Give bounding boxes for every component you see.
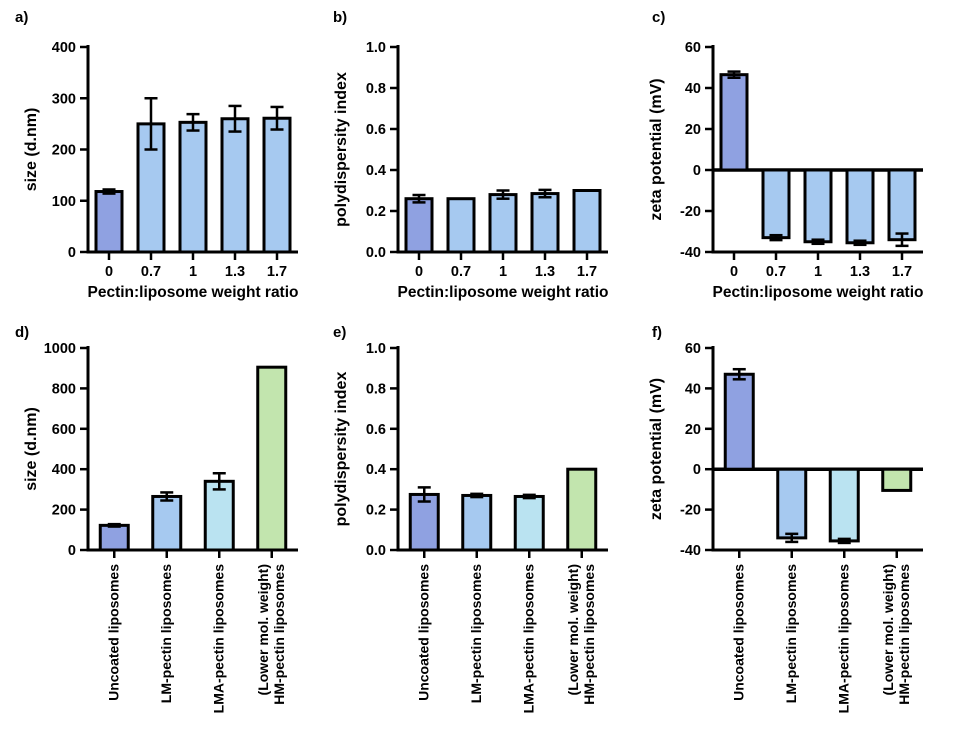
- panel-label-a: a): [15, 9, 29, 26]
- svg-text:zeta potential (mV): zeta potential (mV): [648, 78, 665, 220]
- svg-text:1.7: 1.7: [892, 264, 912, 280]
- svg-text:LMA-pectin liposomes: LMA-pectin liposomes: [210, 564, 226, 714]
- svg-text:zeta potential (mV): zeta potential (mV): [648, 378, 665, 520]
- svg-text:0: 0: [105, 264, 113, 280]
- svg-text:LMA-pectin liposomes: LMA-pectin liposomes: [835, 564, 851, 714]
- svg-text:0.7: 0.7: [766, 264, 786, 280]
- svg-text:1.0: 1.0: [366, 341, 386, 357]
- svg-text:300: 300: [52, 91, 76, 107]
- svg-text:0.8: 0.8: [366, 381, 386, 397]
- svg-text:20: 20: [685, 122, 701, 138]
- svg-text:1: 1: [499, 264, 507, 280]
- panel-b: b) 0.0 0.2 0.4 0.6 0.8 1.0 0 0.7 1 1.3 1.7 Pectin:l…: [318, 0, 637, 315]
- svg-text:0.4: 0.4: [366, 462, 386, 478]
- panel-label-c: c): [652, 9, 666, 26]
- svg-text:HM-pectin liposomes: HM-pectin liposomes: [896, 564, 912, 705]
- svg-text:LM-pectin liposomes: LM-pectin liposomes: [158, 564, 174, 703]
- svg-text:0.6: 0.6: [366, 122, 386, 138]
- svg-text:1.7: 1.7: [577, 264, 597, 280]
- svg-text:1: 1: [814, 264, 822, 280]
- svg-text:0.2: 0.2: [366, 204, 386, 220]
- svg-text:(Lower mol. weight): (Lower mol. weight): [255, 564, 271, 695]
- panel-label-b: b): [333, 9, 348, 26]
- svg-text:0: 0: [693, 163, 701, 179]
- svg-text:800: 800: [52, 381, 76, 397]
- svg-text:40: 40: [685, 381, 701, 397]
- svg-text:0: 0: [68, 543, 76, 559]
- svg-text:400: 400: [52, 40, 76, 56]
- svg-text:600: 600: [52, 422, 76, 438]
- svg-text:Pectin:liposome weight ratio: Pectin:liposome weight ratio: [713, 284, 924, 301]
- chart-size-vs-liposome-type: 0 200 400 600 800 1000 Uncoated liposomes LM-pe…: [23, 341, 298, 714]
- svg-text:size (d.nm): size (d.nm): [23, 108, 40, 192]
- chart-size-vs-ratio: 0 100 200 300 400 0 0.7 1 1.3 1.7 Pectin:liposome …: [23, 40, 299, 301]
- svg-text:1.3: 1.3: [535, 264, 555, 280]
- svg-text:LMA-pectin liposomes: LMA-pectin liposomes: [520, 564, 536, 714]
- svg-text:60: 60: [685, 341, 701, 357]
- svg-text:0.4: 0.4: [366, 163, 386, 179]
- svg-text:0: 0: [693, 462, 701, 478]
- svg-text:400: 400: [52, 462, 76, 478]
- svg-text:0: 0: [415, 264, 423, 280]
- svg-text:0: 0: [730, 264, 738, 280]
- svg-text:0.0: 0.0: [366, 245, 386, 261]
- svg-text:100: 100: [52, 194, 76, 210]
- panel-label-d: d): [15, 324, 30, 341]
- chart-pdi-vs-ratio: 0.0 0.2 0.4 0.6 0.8 1.0 0 0.7 1 1.3 1.7 Pectin:lipo…: [333, 40, 609, 301]
- svg-text:-40: -40: [680, 543, 701, 559]
- svg-text:0.0: 0.0: [366, 543, 386, 559]
- panel-d: d) 0 200 400 600 800 1000 Uncoated liposomes LM…: [0, 315, 318, 735]
- svg-text:(Lower mol. weight): (Lower mol. weight): [880, 564, 896, 695]
- svg-text:40: 40: [685, 81, 701, 97]
- svg-text:0.2: 0.2: [366, 503, 386, 519]
- svg-text:200: 200: [52, 503, 76, 519]
- chart-zeta-vs-ratio: -40 -20 0 20 40 60 0 0.7 1 1.3 1.7 Pectin:liposome …: [648, 40, 924, 301]
- svg-text:1.0: 1.0: [366, 40, 386, 56]
- panel-label-f: f): [652, 324, 662, 341]
- svg-text:LM-pectin liposomes: LM-pectin liposomes: [468, 564, 484, 703]
- svg-text:size (d.nm): size (d.nm): [23, 407, 40, 491]
- panel-c: c) -40 -20 0 20 40 60 0 0.7 1 1.3 1.7 Pectin:liposo…: [637, 0, 955, 315]
- panel-a: a) 0 100 200 300 400 0 0.7 1 1.3 1.7 Pectin:liposo…: [0, 0, 318, 315]
- svg-text:1: 1: [189, 264, 197, 280]
- svg-text:HM-pectin liposomes: HM-pectin liposomes: [271, 564, 287, 705]
- panel-label-e: e): [333, 324, 347, 341]
- svg-text:LM-pectin liposomes: LM-pectin liposomes: [783, 564, 799, 703]
- svg-text:-40: -40: [680, 245, 701, 261]
- svg-text:200: 200: [52, 143, 76, 159]
- svg-text:1000: 1000: [44, 341, 76, 357]
- chart-pdi-vs-liposome-type: 0.0 0.2 0.4 0.6 0.8 1.0 Uncoated liposomes LM-p…: [333, 341, 608, 714]
- svg-text:-20: -20: [680, 503, 701, 519]
- svg-text:Uncoated liposomes: Uncoated liposomes: [730, 564, 746, 701]
- svg-text:1.3: 1.3: [225, 264, 245, 280]
- panel-e: e) 0.0 0.2 0.4 0.6 0.8 1.0 Uncoated liposomes L…: [318, 315, 637, 735]
- svg-text:60: 60: [685, 40, 701, 56]
- svg-text:polydispersity index: polydispersity index: [333, 372, 350, 527]
- svg-text:1.7: 1.7: [267, 264, 287, 280]
- svg-text:Pectin:liposome weight ratio: Pectin:liposome weight ratio: [398, 284, 609, 301]
- svg-text:HM-pectin liposomes: HM-pectin liposomes: [581, 564, 597, 705]
- svg-text:0.7: 0.7: [141, 264, 161, 280]
- svg-text:polydispersity index: polydispersity index: [333, 72, 350, 227]
- svg-text:0.6: 0.6: [366, 422, 386, 438]
- chart-zeta-vs-liposome-type: -40 -20 0 20 40 60 Uncoated liposomes LM-pectin…: [648, 341, 923, 714]
- svg-text:20: 20: [685, 422, 701, 438]
- svg-text:Pectin:liposome weight ratio: Pectin:liposome weight ratio: [88, 284, 299, 301]
- svg-text:Uncoated liposomes: Uncoated liposomes: [105, 564, 121, 701]
- svg-text:0: 0: [68, 245, 76, 261]
- svg-text:Uncoated liposomes: Uncoated liposomes: [415, 564, 431, 701]
- svg-text:0.8: 0.8: [366, 81, 386, 97]
- svg-text:(Lower mol. weight): (Lower mol. weight): [565, 564, 581, 695]
- svg-text:1.3: 1.3: [850, 264, 870, 280]
- svg-text:0.7: 0.7: [451, 264, 471, 280]
- panel-f: f) -40 -20 0 20 40 60 Uncoated liposomes LM-pec…: [637, 315, 955, 735]
- svg-text:-20: -20: [680, 204, 701, 220]
